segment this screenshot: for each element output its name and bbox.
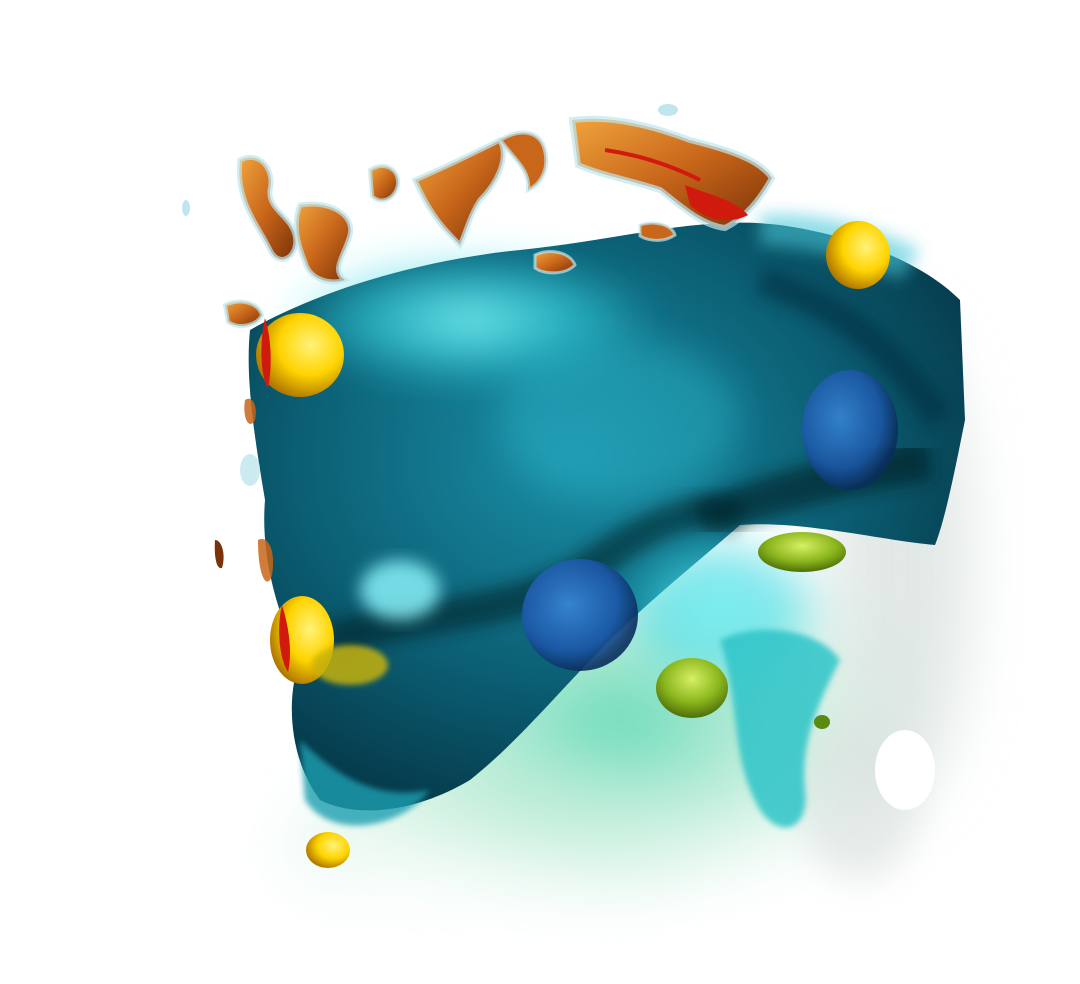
olive-blobs	[656, 532, 846, 729]
halo-fragments	[182, 104, 935, 810]
teal-isosurface	[248, 214, 966, 828]
orange-isosurface-cluster	[214, 115, 776, 582]
yellow-blobs	[256, 221, 890, 868]
